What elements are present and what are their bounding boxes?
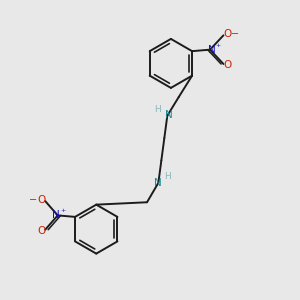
Text: N: N	[154, 178, 162, 188]
Text: O: O	[38, 195, 46, 205]
Text: +: +	[60, 208, 65, 213]
Text: N: N	[52, 210, 60, 220]
Text: O: O	[223, 29, 231, 39]
Text: H: H	[164, 172, 171, 181]
Text: H: H	[154, 105, 161, 114]
Text: N: N	[208, 45, 215, 55]
Text: +: +	[215, 43, 220, 48]
Text: O: O	[38, 226, 46, 236]
Text: −: −	[28, 195, 37, 205]
Text: N: N	[165, 110, 173, 120]
Text: O: O	[223, 61, 231, 70]
Text: −: −	[231, 29, 239, 39]
